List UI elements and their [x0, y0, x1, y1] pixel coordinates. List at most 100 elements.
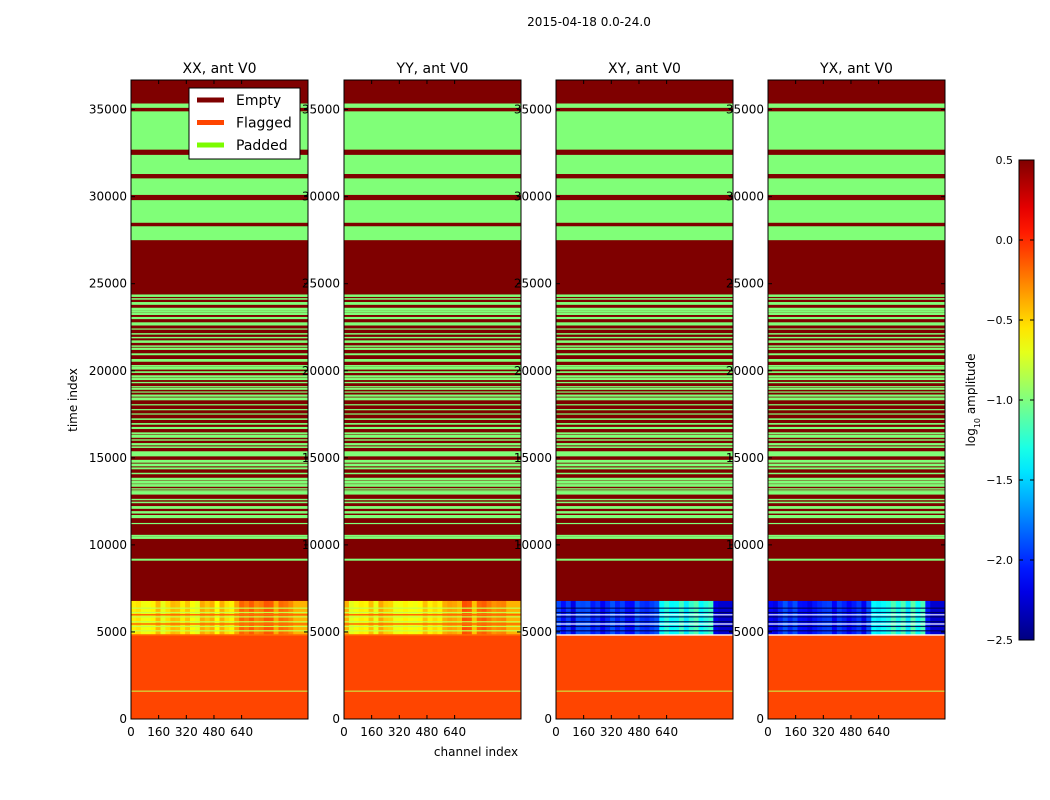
x-tick-label: 640 [443, 725, 466, 739]
padded-line [131, 409, 308, 411]
y-tick-label: 0 [119, 712, 127, 726]
padded-line [556, 418, 733, 420]
amplitude-cell [185, 600, 191, 635]
padded-line [344, 451, 521, 455]
y-tick-label: 10000 [726, 538, 764, 552]
padded-line [768, 418, 945, 420]
padded-line [131, 690, 308, 692]
amplitude-cell [383, 600, 389, 635]
padded-line [556, 345, 733, 347]
amplitude-cell [827, 600, 833, 635]
padded-line [556, 387, 733, 390]
padded-line [344, 353, 521, 356]
padded-line [768, 345, 945, 347]
x-tick-label: 640 [867, 725, 890, 739]
padded-line [131, 310, 308, 313]
padded-line [344, 298, 521, 300]
x-tick-label: 320 [388, 725, 411, 739]
padded-line [131, 364, 308, 367]
padded-line [768, 359, 945, 362]
amplitude-cell [713, 600, 719, 635]
amplitude-cell [881, 600, 887, 635]
amplitude-cell [452, 600, 458, 635]
data-stripe [768, 614, 945, 616]
amplitude-cell [466, 600, 473, 635]
padded-line [556, 333, 733, 335]
amplitude-cell [659, 600, 665, 635]
padded-line [556, 312, 733, 315]
padded-line [131, 298, 308, 300]
padded-line [131, 366, 308, 370]
padded-line [344, 333, 521, 335]
padded-line [344, 386, 521, 388]
padded-line [556, 432, 733, 435]
y-tick-label: 5000 [521, 625, 552, 639]
data-stripe [768, 621, 945, 623]
padded-line [556, 328, 733, 330]
x-axis-label: channel index [434, 745, 518, 759]
y-tick-label: 35000 [514, 103, 552, 117]
padded-band [556, 200, 733, 223]
padded-line [556, 310, 733, 313]
x-tick-label: 320 [600, 725, 623, 739]
amplitude-cell [180, 600, 186, 635]
padded-line [556, 340, 733, 343]
padded-line [768, 423, 945, 425]
amplitude-cell [283, 600, 289, 635]
padded-line [768, 506, 945, 509]
padded-line [556, 391, 733, 393]
padded-line [556, 302, 733, 305]
amplitude-cell [900, 600, 907, 635]
amplitude-cell [378, 600, 384, 635]
padded-line [768, 484, 945, 487]
data-stripe [556, 634, 733, 636]
padded-line [768, 310, 945, 313]
x-tick-label: 320 [812, 725, 835, 739]
flagged-region [344, 634, 521, 719]
padded-line [556, 386, 733, 388]
padded-line [768, 312, 945, 315]
padded-line [344, 394, 521, 397]
padded-line [131, 506, 308, 509]
data-stripe [344, 630, 521, 632]
padded-line [344, 472, 521, 475]
padded-line [344, 498, 521, 501]
amplitude-cell [683, 600, 690, 635]
amplitude-cell [565, 600, 572, 635]
padded-line [556, 397, 733, 401]
amplitude-cell [516, 600, 522, 635]
data-stripe [344, 634, 521, 636]
panel-4: YX, ant V0 0 5000 10000 15000 20000 25000 30000… [726, 61, 946, 739]
amplitude-cell [669, 600, 675, 635]
padded-line [556, 477, 733, 481]
data-stripe [344, 611, 521, 614]
colorbar-tick-label: 0.5 [996, 154, 1014, 167]
x-tick-label: 640 [230, 725, 253, 739]
panel-3: XY, ant V0 0 5000 10000 15000 20000 25000 30000… [514, 61, 734, 739]
padded-line [768, 323, 945, 326]
padded-line [131, 333, 308, 335]
y-tick-label: 10000 [514, 538, 552, 552]
padded-band [344, 154, 521, 175]
amplitude-cell [807, 600, 813, 635]
padded-line [131, 432, 308, 435]
padded-line [556, 534, 733, 537]
padded-line [768, 302, 945, 305]
amplitude-cell [619, 600, 626, 635]
padded-line [344, 347, 521, 350]
x-tick-label: 480 [416, 725, 439, 739]
padded-line [768, 387, 945, 390]
padded-line [768, 347, 945, 350]
amplitude-cell [278, 600, 284, 635]
y-tick-label: 20000 [302, 364, 340, 378]
x-tick-label: 0 [764, 725, 772, 739]
colorbar-tick-label: −0.5 [986, 314, 1013, 327]
padded-band [344, 111, 521, 150]
amplitude-cell [388, 600, 394, 635]
amplitude-cell [802, 600, 808, 635]
amplitude-cell [501, 600, 507, 635]
padded-line [768, 467, 945, 470]
amplitude-cell [856, 600, 862, 635]
amplitude-cell [570, 600, 577, 635]
padded-line [768, 371, 945, 373]
